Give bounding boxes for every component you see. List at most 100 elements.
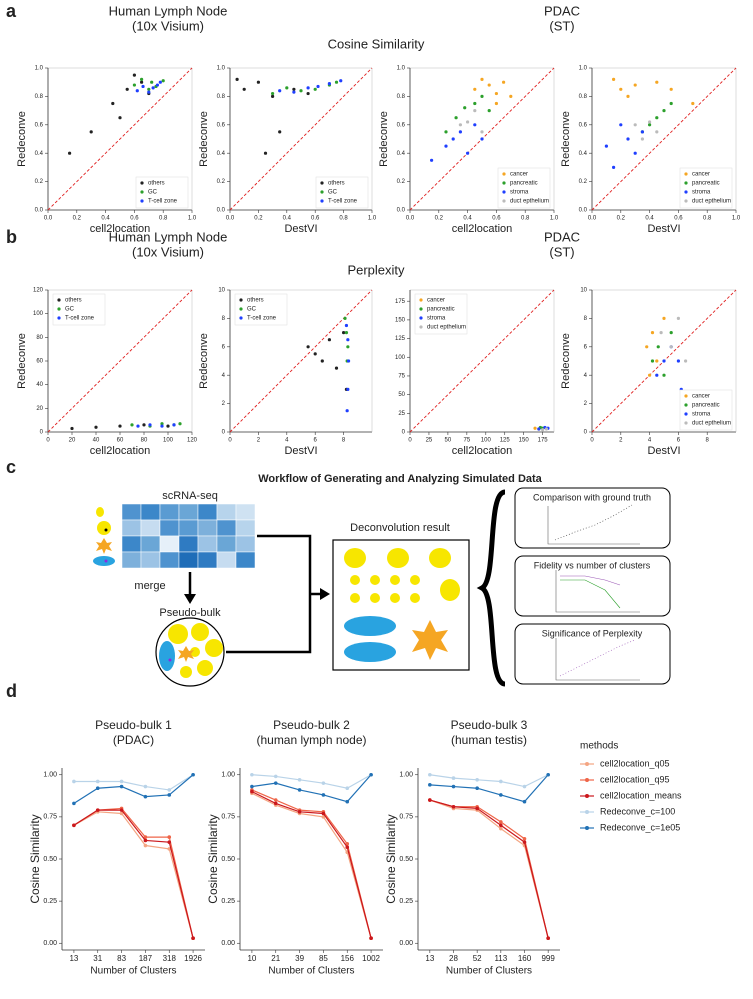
point bbox=[458, 130, 462, 134]
point bbox=[235, 77, 239, 81]
legend-marker bbox=[419, 298, 423, 302]
point bbox=[522, 799, 527, 804]
point bbox=[499, 826, 503, 831]
x-tick-label: 0.8 bbox=[703, 216, 712, 222]
point bbox=[499, 820, 503, 824]
x-axis-label: Number of Clusters bbox=[268, 966, 354, 977]
x-tick-label: 0.6 bbox=[674, 216, 683, 222]
point bbox=[522, 836, 527, 841]
point bbox=[428, 772, 432, 777]
y-tick-label: 40 bbox=[36, 382, 43, 388]
point bbox=[487, 83, 491, 87]
y-tick-label: 6 bbox=[222, 344, 226, 350]
legend-marker bbox=[140, 181, 144, 185]
series-line bbox=[73, 811, 194, 939]
point bbox=[167, 793, 172, 797]
x-tick-label: 13 bbox=[69, 954, 78, 963]
point bbox=[72, 823, 76, 828]
x-axis-label: Number of Clusters bbox=[446, 966, 532, 977]
point bbox=[656, 345, 660, 349]
y-tick-label: 0.8 bbox=[579, 94, 588, 100]
x-axis-label: cell2location bbox=[452, 445, 513, 457]
point bbox=[273, 781, 278, 785]
point bbox=[263, 151, 268, 155]
x-tick-label: 0.2 bbox=[435, 216, 444, 222]
series-line bbox=[251, 774, 372, 803]
chart-subtitle: (human lymph node) bbox=[256, 733, 366, 747]
point bbox=[320, 359, 324, 363]
legend-marker bbox=[419, 307, 423, 311]
legend-title: methods bbox=[580, 741, 618, 752]
y-tick-label: 6 bbox=[584, 344, 588, 350]
y-tick-label: 0.50 bbox=[221, 856, 235, 863]
series-line bbox=[251, 789, 372, 939]
point bbox=[256, 80, 260, 84]
point bbox=[546, 936, 550, 941]
point bbox=[250, 789, 254, 794]
x-tick-label: 1.0 bbox=[550, 216, 559, 222]
cell-icons bbox=[93, 507, 115, 566]
point bbox=[640, 130, 645, 134]
point bbox=[151, 86, 155, 90]
legend-label: others bbox=[148, 181, 165, 187]
header: Human Lymph Node bbox=[109, 3, 228, 18]
point bbox=[292, 90, 296, 94]
legend-label: stroma bbox=[510, 190, 529, 196]
point bbox=[125, 87, 129, 91]
y-tick-label: 1.0 bbox=[217, 66, 226, 72]
point bbox=[451, 804, 456, 809]
point bbox=[119, 779, 124, 784]
y-tick-label: 0 bbox=[40, 430, 44, 436]
legend-marker bbox=[239, 316, 243, 320]
point bbox=[451, 784, 456, 789]
y-tick-label: 0.25 bbox=[399, 898, 413, 905]
point bbox=[463, 106, 467, 110]
chart-title: Pseudo-bulk 2 bbox=[273, 718, 350, 732]
legend-box bbox=[315, 176, 369, 209]
point bbox=[166, 424, 170, 428]
y-tick-label: 0.00 bbox=[221, 940, 235, 947]
point bbox=[676, 316, 681, 320]
x-tick-label: 0.8 bbox=[339, 216, 348, 222]
legend-marker bbox=[419, 325, 423, 329]
series-line bbox=[251, 791, 372, 939]
y-tick-label: 0.4 bbox=[217, 151, 226, 157]
point bbox=[430, 158, 434, 162]
y-tick-label: 0.6 bbox=[35, 122, 44, 128]
panel-label: d bbox=[6, 681, 17, 701]
x-tick-label: 85 bbox=[319, 954, 328, 963]
point bbox=[451, 776, 456, 780]
point bbox=[662, 109, 666, 113]
y-tick-label: 150 bbox=[395, 317, 406, 323]
point bbox=[473, 123, 477, 127]
point bbox=[70, 426, 74, 431]
point bbox=[161, 79, 165, 83]
legend-marker bbox=[502, 190, 506, 194]
point bbox=[313, 352, 317, 356]
legend-marker bbox=[684, 190, 688, 194]
point bbox=[132, 83, 136, 87]
x-tick-label: 75 bbox=[463, 438, 470, 444]
legend-label: others bbox=[328, 181, 345, 187]
header: (10x Visium) bbox=[132, 18, 204, 33]
identity-line bbox=[47, 67, 193, 211]
y-axis-label: Cosine Similarity bbox=[28, 814, 42, 903]
legend-label: pancreatic bbox=[692, 403, 720, 409]
header: Human Lymph Node bbox=[109, 229, 228, 244]
y-tick-label: 0.4 bbox=[397, 151, 406, 157]
y-tick-label: 0.0 bbox=[35, 208, 44, 214]
y-tick-label: 1.0 bbox=[35, 66, 44, 72]
x-tick-label: 175 bbox=[538, 438, 549, 444]
y-tick-label: 0.50 bbox=[43, 856, 57, 863]
x-tick-label: 4 bbox=[285, 438, 289, 444]
identity-line bbox=[591, 67, 737, 211]
x-tick-label: 40 bbox=[93, 438, 100, 444]
point bbox=[297, 788, 302, 792]
point bbox=[278, 130, 282, 134]
point bbox=[147, 87, 151, 91]
x-tick-label: 31 bbox=[93, 954, 102, 963]
point bbox=[369, 936, 373, 941]
x-tick-label: 6 bbox=[677, 438, 681, 444]
y-tick-label: 0.0 bbox=[217, 208, 226, 214]
x-tick-label: 8 bbox=[706, 438, 710, 444]
